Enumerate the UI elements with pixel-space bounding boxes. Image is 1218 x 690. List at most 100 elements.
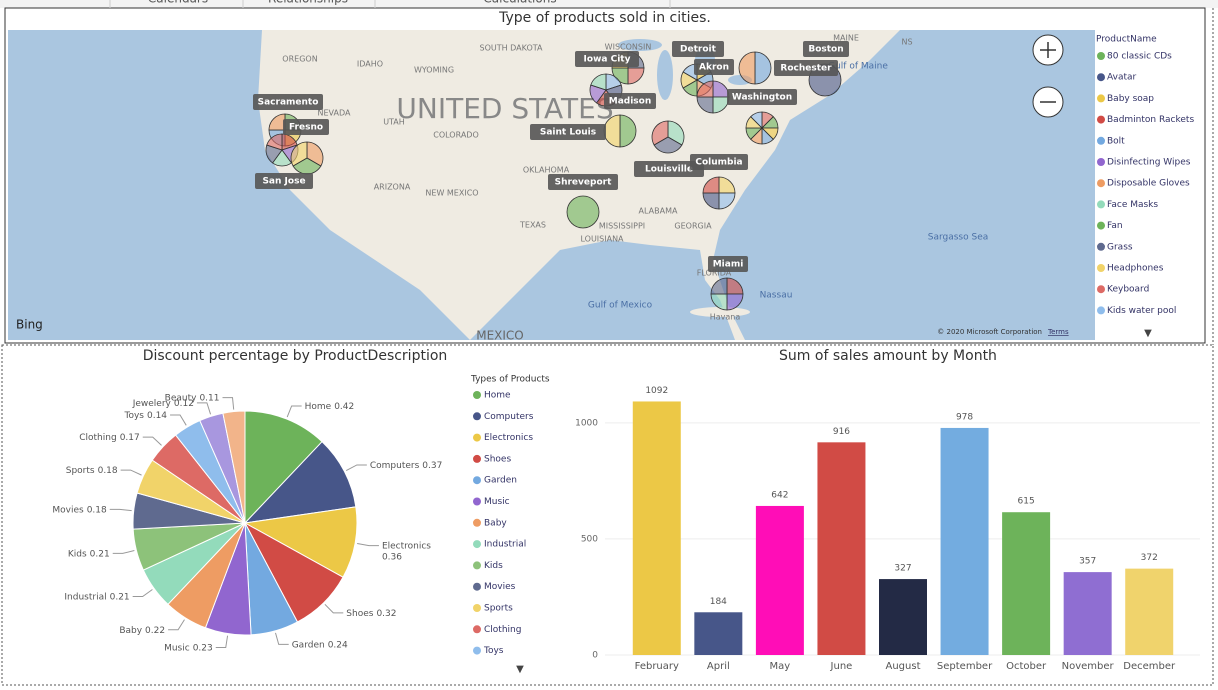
data-label: 327	[894, 564, 911, 574]
ocean	[713, 30, 1095, 340]
legend-label: Disposable Gloves	[1107, 179, 1190, 189]
place-label: Nassau	[760, 291, 793, 301]
city-label: Shreveport	[555, 178, 612, 188]
place-label: FLORIDA	[697, 269, 732, 278]
city-label-bg	[672, 41, 724, 57]
map-legend	[1095, 30, 1203, 342]
data-label: Beauty 0.11	[165, 393, 220, 403]
bar-title: Sum of sales amount by Month	[779, 348, 997, 364]
legend-marker	[473, 518, 481, 527]
leader-line	[196, 402, 212, 415]
data-label: Music 0.23	[164, 643, 213, 653]
place-label: WISCONSIN	[605, 43, 652, 52]
lake	[657, 50, 673, 100]
legend-title: Types of Products	[470, 375, 550, 385]
data-label: Toys 0.14	[123, 411, 167, 421]
pie-slice	[222, 410, 246, 524]
label-value: 0.17	[120, 433, 140, 443]
data-label: Industrial 0.21	[64, 592, 129, 602]
label-category: Kids	[68, 549, 87, 559]
legend-label: Garden	[484, 476, 517, 486]
place-label: LOUISIANA	[580, 235, 624, 244]
ocean	[470, 240, 735, 340]
legend-label: Keyboard	[1107, 285, 1149, 295]
legend-marker	[1097, 306, 1105, 315]
city-label-bg	[530, 124, 606, 140]
legend-marker	[1097, 73, 1105, 82]
x-tick-label: August	[886, 661, 921, 672]
y-tick-label: 0	[592, 651, 598, 661]
data-label: 357	[1079, 557, 1096, 567]
place-label: Sargasso Sea	[928, 233, 989, 243]
plus-icon	[1040, 42, 1056, 58]
city-label-bg	[283, 119, 329, 135]
leader-line	[109, 508, 132, 512]
city-label: Louisville	[645, 165, 693, 175]
tab: Relationships	[268, 0, 348, 6]
place-label: COLORADO	[433, 131, 479, 140]
data-label: Garden 0.24	[292, 640, 348, 650]
city-label: Iowa City	[584, 55, 631, 65]
city-label: Columbia	[695, 158, 742, 168]
ocean	[8, 30, 470, 340]
legend-label: Kids water pool	[1107, 306, 1176, 316]
place-label: MISSISSIPPI	[599, 222, 645, 231]
data-label: Electronics 0.36	[382, 541, 431, 562]
legend-marker	[1097, 94, 1105, 103]
place-label: Havana	[710, 313, 741, 322]
city-marker	[590, 73, 607, 91]
legend-label: Headphones	[1107, 264, 1164, 274]
city-label: Saint Louis	[540, 128, 596, 138]
city-marker	[738, 51, 756, 85]
label-value: 0.24	[328, 640, 348, 650]
legend-label: Electronics	[484, 433, 533, 443]
city-label: Fresno	[289, 123, 323, 133]
city-marker	[619, 114, 637, 148]
legend-scroll[interactable]: ▼	[1144, 328, 1152, 339]
terms-link[interactable]: Terms	[1047, 328, 1069, 336]
legend-marker	[473, 646, 481, 655]
city-label-bg	[548, 174, 618, 190]
place-label: GEORGIA	[674, 222, 712, 231]
city-label: Sacramento	[258, 98, 319, 108]
city-label: Detroit	[680, 45, 717, 55]
city-label: Boston	[808, 45, 843, 55]
map[interactable]: OREGON IDAHO WYOMING SOUTH DAKOTA WISCONSIN N…	[8, 30, 1095, 343]
label-value: 0.32	[376, 608, 396, 618]
leader-line	[324, 603, 344, 614]
leader-line	[345, 464, 367, 471]
attribution: © 2020 Microsoft Corporation	[937, 328, 1042, 336]
data-label: 184	[710, 597, 727, 607]
data-label: 372	[1141, 553, 1158, 563]
tab: Calculations	[483, 0, 556, 6]
label-value: 0.23	[193, 643, 213, 653]
tab: Calendars	[148, 0, 208, 6]
x-tick-label: December	[1123, 661, 1176, 672]
city-label-bg	[803, 41, 849, 57]
legend-label: Disinfecting Wipes	[1107, 158, 1191, 168]
legend-marker	[1097, 136, 1105, 145]
city-label-bg	[774, 60, 838, 76]
legend-label: Computers	[484, 412, 534, 422]
legend-label: Avatar	[1107, 73, 1137, 83]
data-label: Jewelery 0.12	[132, 398, 194, 408]
map-title: Type of products sold in cities.	[498, 10, 711, 26]
data-label: 916	[833, 427, 850, 437]
label-value: 0.22	[145, 625, 165, 635]
pie-slice	[243, 506, 358, 578]
city-label-bg	[727, 89, 797, 105]
place-label: Gulf of Maine	[828, 62, 888, 72]
legend-marker	[473, 561, 481, 570]
legend-marker	[473, 454, 481, 463]
legend-marker	[473, 625, 481, 634]
label-value: 0.42	[334, 401, 354, 411]
city-label: San Jose	[262, 177, 305, 187]
bar	[879, 579, 927, 655]
place-label: Gulf of Mexico	[588, 301, 653, 311]
legend-scroll[interactable]: ▼	[516, 664, 524, 675]
bar	[940, 427, 989, 655]
legend-marker	[1097, 221, 1105, 230]
x-tick-label: February	[635, 661, 679, 672]
label-category: Movies	[52, 505, 84, 515]
